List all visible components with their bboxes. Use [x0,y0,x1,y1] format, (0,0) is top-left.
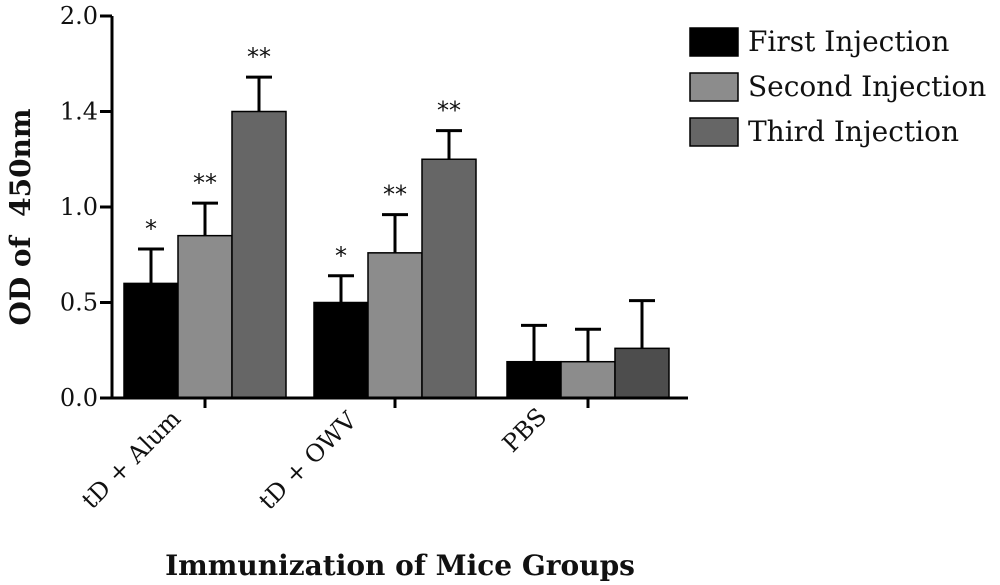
significance-marker: ** [193,169,217,197]
significance-marker: ** [437,97,461,125]
bar-1-0 [313,301,369,399]
legend: First Injection Second Injection Third Inj… [689,25,986,148]
bar-0-1 [177,234,233,399]
significance-marker: * [335,242,347,270]
x-category-label: tD + Alum [76,404,186,514]
significance-marker: ** [247,43,271,71]
x-category-label: tD + OWV [253,406,362,515]
bars-layer [123,110,670,399]
legend-swatch [689,72,739,102]
bar-1-2 [421,158,477,399]
bar-1-1 [367,252,423,399]
legend-label: First Injection [748,25,949,58]
legend-label: Second Injection [748,70,986,103]
y-tick-label: 2.0 [60,2,98,30]
legend-label: Third Injection [748,115,959,148]
significance-markers-layer: **** ****** [145,43,461,270]
bar-2-1 [560,360,616,399]
y-ticks-layer: 0.0 0.5 1.0 1.4 2.0 [60,2,112,412]
bar-0-2 [231,110,287,399]
y-axis-title: OD of 450nm [4,108,37,325]
y-tick-label: 0.0 [60,384,98,412]
x-axis-title: Immunization of Mice Groups [165,549,635,582]
bar-0-0 [123,282,179,399]
legend-swatch [689,27,739,57]
bar-2-2 [614,347,670,399]
significance-marker: * [145,215,157,243]
legend-swatch [689,117,739,147]
x-category-label: PBS [497,402,552,457]
y-tick-label: 1.4 [60,98,98,126]
x-labels-layer: tD + Alum tD + OWV PBS [76,398,590,515]
bar-2-0 [506,360,562,399]
y-tick-label: 0.5 [60,289,98,317]
y-tick-label: 1.0 [60,193,98,221]
error-bars-layer [138,75,655,362]
significance-marker: ** [383,181,407,209]
